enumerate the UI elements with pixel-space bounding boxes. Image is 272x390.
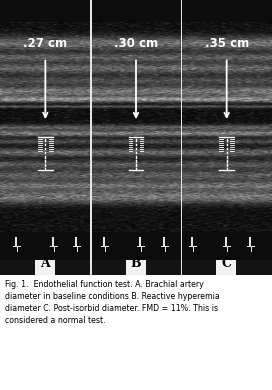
Text: .35 cm: .35 cm — [205, 37, 249, 50]
Text: .27 cm: .27 cm — [23, 37, 67, 50]
Text: B: B — [131, 257, 141, 270]
Text: A: A — [41, 257, 50, 270]
Text: C: C — [222, 257, 232, 270]
Text: Fig. 1.  Endothelial function test. A. Brachial artery
diameter in baseline cond: Fig. 1. Endothelial function test. A. Br… — [5, 280, 220, 325]
Text: .30 cm: .30 cm — [114, 37, 158, 50]
